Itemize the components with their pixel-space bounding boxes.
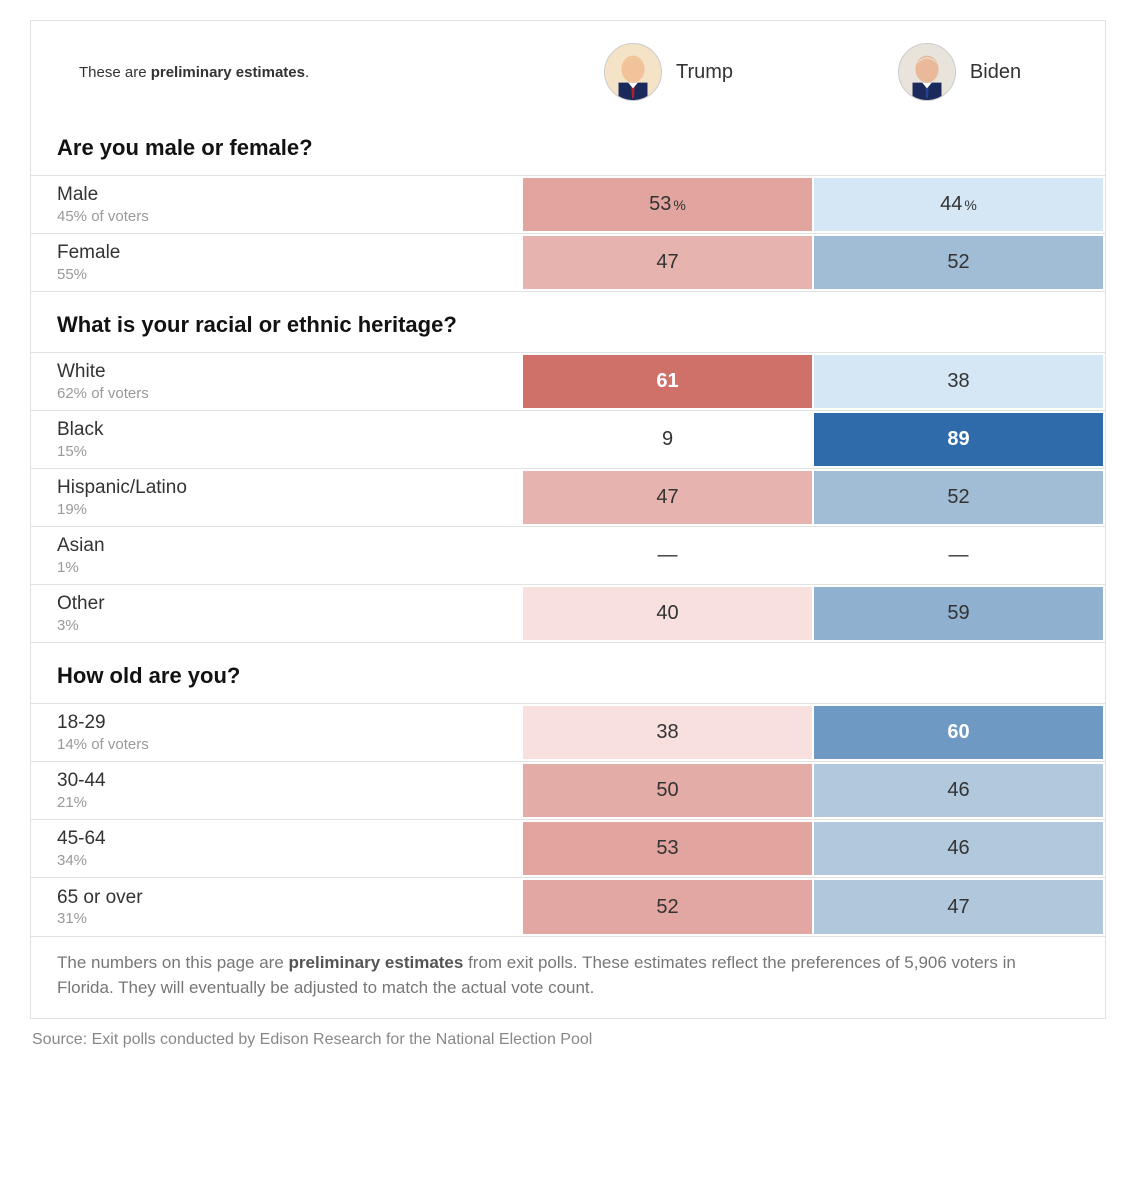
row-sublabel: 3% (57, 617, 523, 634)
row-sublabel: 1% (57, 559, 523, 576)
candidate-header-trump: Trump (523, 43, 814, 101)
row-label-cell: 18-2914% of voters (31, 704, 523, 761)
table-row: Female55%4752 (31, 234, 1105, 292)
value-cell-biden: 44% (814, 178, 1103, 231)
row-label: Other (57, 593, 523, 616)
table-row: Asian1%—— (31, 527, 1105, 585)
row-sublabel: 34% (57, 852, 523, 869)
table-row: White62% of voters6138 (31, 353, 1105, 411)
avatar-trump (604, 43, 662, 101)
source-line: Source: Exit polls conducted by Edison R… (30, 1031, 1106, 1049)
table-row: Male45% of voters53%44% (31, 176, 1105, 234)
row-label: 65 or over (57, 887, 523, 910)
row-label-cell: Male45% of voters (31, 176, 523, 233)
question-heading: Are you male or female? (31, 115, 1105, 176)
note-bold: preliminary estimates (151, 64, 305, 81)
table-row: 45-6434%5346 (31, 820, 1105, 878)
note-prefix: These are (79, 64, 151, 81)
footnote: The numbers on this page are preliminary… (31, 936, 1105, 1018)
row-label-cell: Asian1% (31, 527, 523, 584)
question-heading: What is your racial or ethnic heritage? (31, 292, 1105, 353)
value-cell-trump: 47 (523, 471, 812, 524)
preliminary-note: These are preliminary estimates. (31, 64, 523, 81)
row-label: Male (57, 184, 523, 207)
row-label-cell: 30-4421% (31, 762, 523, 819)
candidate-header-biden: Biden (814, 43, 1105, 101)
value-cell-biden: 59 (814, 587, 1103, 640)
sections-container: Are you male or female?Male45% of voters… (31, 115, 1105, 936)
row-label-cell: White62% of voters (31, 353, 523, 410)
row-sublabel: 19% (57, 501, 523, 518)
row-sublabel: 62% of voters (57, 385, 523, 402)
footnote-pre: The numbers on this page are (57, 953, 289, 972)
value-cell-biden: 47 (814, 880, 1103, 934)
value-cell-trump: 53% (523, 178, 812, 231)
row-label: Hispanic/Latino (57, 477, 523, 500)
question-heading: How old are you? (31, 643, 1105, 704)
value-cell-trump: 40 (523, 587, 812, 640)
note-suffix: . (305, 64, 309, 81)
value-cell-biden: 89 (814, 413, 1103, 466)
row-label: Black (57, 419, 523, 442)
value-cell-trump: 9 (523, 413, 812, 466)
row-label: 30-44 (57, 770, 523, 793)
row-sublabel: 31% (57, 910, 523, 927)
candidate-name-trump: Trump (676, 61, 733, 84)
value-cell-trump: 50 (523, 764, 812, 817)
row-label-cell: Black15% (31, 411, 523, 468)
value-cell-biden: 52 (814, 236, 1103, 289)
table-row: 18-2914% of voters3860 (31, 704, 1105, 762)
table-row: Other3%4059 (31, 585, 1105, 643)
value-cell-biden: — (814, 529, 1103, 582)
table-row: Hispanic/Latino19%4752 (31, 469, 1105, 527)
value-cell-trump: 47 (523, 236, 812, 289)
row-label: Asian (57, 535, 523, 558)
table-row: 30-4421%5046 (31, 762, 1105, 820)
footnote-bold: preliminary estimates (289, 953, 464, 972)
exit-poll-card: These are preliminary estimates. Trump B… (30, 20, 1106, 1019)
candidate-name-biden: Biden (970, 61, 1021, 84)
row-sublabel: 15% (57, 443, 523, 460)
row-sublabel: 45% of voters (57, 208, 523, 225)
row-sublabel: 55% (57, 266, 523, 283)
row-label: 45-64 (57, 828, 523, 851)
table-row: Black15%989 (31, 411, 1105, 469)
row-sublabel: 21% (57, 794, 523, 811)
row-label-cell: Hispanic/Latino19% (31, 469, 523, 526)
value-cell-biden: 60 (814, 706, 1103, 759)
table-row: 65 or over31%5247 (31, 878, 1105, 936)
percent-sign: % (673, 197, 685, 213)
row-sublabel: 14% of voters (57, 736, 523, 753)
value-cell-trump: — (523, 529, 812, 582)
value-cell-biden: 38 (814, 355, 1103, 408)
row-label-cell: Other3% (31, 585, 523, 642)
row-label-cell: 45-6434% (31, 820, 523, 877)
row-label-cell: Female55% (31, 234, 523, 291)
value-cell-biden: 52 (814, 471, 1103, 524)
row-label: White (57, 361, 523, 384)
value-cell-biden: 46 (814, 764, 1103, 817)
row-label-cell: 65 or over31% (31, 878, 523, 936)
value-cell-trump: 52 (523, 880, 812, 934)
value-cell-biden: 46 (814, 822, 1103, 875)
avatar-biden (898, 43, 956, 101)
header-row: These are preliminary estimates. Trump B… (31, 21, 1105, 115)
row-label: 18-29 (57, 712, 523, 735)
row-label: Female (57, 242, 523, 265)
value-cell-trump: 53 (523, 822, 812, 875)
value-cell-trump: 38 (523, 706, 812, 759)
value-cell-trump: 61 (523, 355, 812, 408)
percent-sign: % (964, 197, 976, 213)
